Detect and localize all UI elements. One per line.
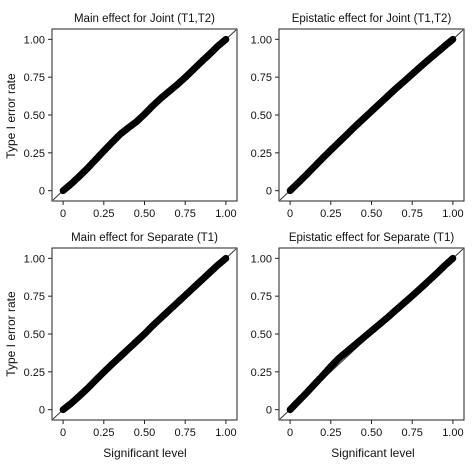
panel-1: Main effect for Joint (T1,T2) 0 0.25 0.50 0.…: [24, 13, 238, 220]
series-points: [286, 254, 457, 414]
panel-title: Epistatic effect for Separate (T1): [289, 232, 455, 244]
y-tick-label: 1.00: [24, 34, 45, 46]
y-tick-label: 0: [266, 186, 272, 198]
x-tick-label: 0: [60, 208, 66, 220]
figure-ylabel-top: Type I error rate: [4, 73, 18, 159]
figure-ylabel-bottom: Type I error rate: [4, 291, 18, 377]
data-point: [449, 35, 457, 43]
x-tick-label: 0.75: [401, 208, 422, 220]
x-tick-label: 0.25: [320, 427, 341, 439]
panel-4: Epistatic effect for Separate (T1) 0 0.25 0…: [251, 232, 465, 439]
x-tick-label: 0.50: [134, 427, 155, 439]
x-tick-label: 0.75: [174, 427, 195, 439]
figure-xlabel-right: Significant level: [331, 446, 414, 460]
y-tick-label: 1.00: [24, 253, 45, 265]
series-points: [59, 35, 230, 195]
y-tick-label: 0.75: [24, 291, 45, 303]
y-tick-label: 0.75: [24, 72, 45, 84]
x-tick-label: 0.50: [134, 208, 155, 220]
panels: Main effect for Joint (T1,T2) 0 0.25 0.50 0.…: [24, 13, 465, 439]
y-tick-label: 0.25: [251, 367, 272, 379]
x-tick-label: 1.00: [442, 208, 463, 220]
data-point: [449, 254, 457, 262]
y-tick-label: 0.75: [251, 72, 272, 84]
y-tick-label: 0.25: [24, 367, 45, 379]
series-points: [286, 35, 457, 195]
panel-3: Main effect for Separate (T1) 0 0.25 0.50 0.…: [24, 232, 238, 439]
y-tick-label: 1.00: [251, 253, 272, 265]
data-point: [222, 35, 230, 43]
y-tick-label: 0.50: [251, 329, 272, 341]
x-tick-label: 1.00: [215, 427, 236, 439]
x-tick-label: 0.75: [174, 208, 195, 220]
x-tick-label: 0.75: [401, 427, 422, 439]
y-tick-label: 0.50: [24, 329, 45, 341]
y-tick-label: 1.00: [251, 34, 272, 46]
x-tick-label: 1.00: [442, 427, 463, 439]
y-tick-label: 0: [39, 186, 45, 198]
x-tick-label: 0.50: [361, 427, 382, 439]
x-tick-label: 0: [60, 427, 66, 439]
y-tick-label: 0: [39, 405, 45, 417]
x-tick-label: 0: [287, 427, 293, 439]
y-tick-label: 0.25: [251, 148, 272, 160]
x-tick-label: 0.25: [320, 208, 341, 220]
x-tick-label: 0.50: [361, 208, 382, 220]
y-tick-label: 0: [266, 405, 272, 417]
series-points: [59, 254, 230, 414]
x-tick-label: 0.25: [93, 208, 114, 220]
panel-title: Epistatic effect for Joint (T1,T2): [292, 13, 452, 25]
y-tick-label: 0.50: [251, 110, 272, 122]
data-point: [222, 254, 230, 262]
y-tick-label: 0.75: [251, 291, 272, 303]
x-tick-label: 0: [287, 208, 293, 220]
figure-xlabel-left: Significant level: [103, 446, 186, 460]
x-tick-label: 1.00: [215, 208, 236, 220]
panel-title: Main effect for Joint (T1,T2): [74, 13, 215, 25]
panel-title: Main effect for Separate (T1): [71, 232, 218, 244]
x-tick-label: 0.25: [93, 427, 114, 439]
y-tick-label: 0.50: [24, 110, 45, 122]
y-tick-label: 0.25: [24, 148, 45, 160]
panel-2: Epistatic effect for Joint (T1,T2) 0 0.25 0…: [251, 13, 465, 220]
